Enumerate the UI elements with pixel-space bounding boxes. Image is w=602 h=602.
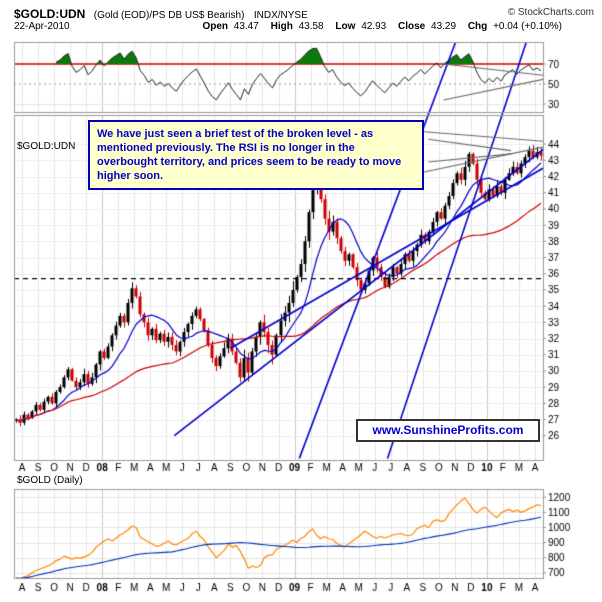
open-value: 43.47 — [233, 21, 259, 32]
main-panel-symbol-label: $GOLD:UDN — [17, 141, 76, 152]
chart-header: $GOLD:UDN (Gold (EOD)/PS DB US$ Bearish)… — [14, 5, 308, 23]
bottom-panel-symbol-label: $GOLD (Daily) — [17, 475, 83, 486]
chg-label: Chg — [467, 21, 488, 32]
open-label: Open — [202, 21, 228, 32]
symbol-title: $GOLD:UDN — [14, 7, 86, 21]
low-label: Low — [335, 21, 356, 32]
high-label: High — [270, 21, 293, 32]
high-value: 43.58 — [298, 21, 324, 32]
close-value: 43.29 — [431, 21, 457, 32]
symbol-description: (Gold (EOD)/PS DB US$ Bearish) — [93, 10, 245, 21]
quote-bar: Open 43.47 High 43.58 Low 42.93 Close 43… — [202, 21, 562, 32]
chg-value: +0.04 (+0.10%) — [493, 21, 562, 32]
annotation-box: We have just seen a brief test of the br… — [88, 120, 424, 190]
copyright-label: © StockCharts.com — [507, 7, 594, 18]
close-label: Close — [398, 21, 426, 32]
low-value: 42.93 — [361, 21, 387, 32]
sunshine-profits-link[interactable]: www.SunshineProfits.com — [356, 419, 540, 442]
chart-date: 22-Apr-2010 — [14, 21, 70, 32]
exchange-label: INDX/NYSE — [253, 10, 308, 21]
